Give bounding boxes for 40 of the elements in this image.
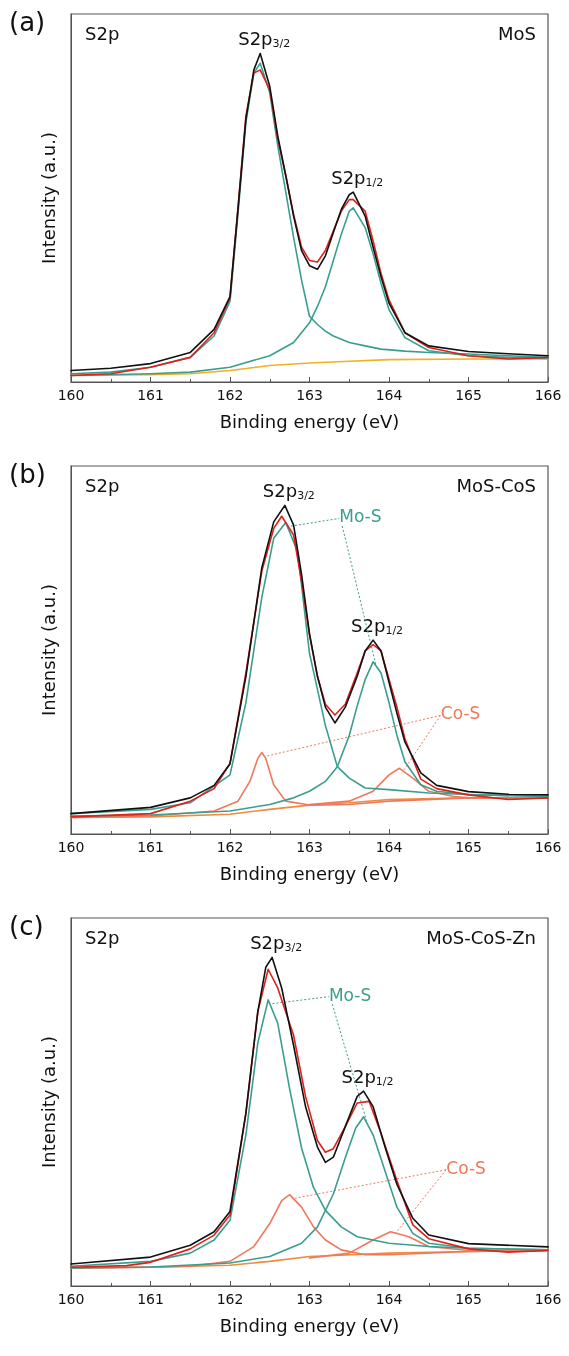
- x-axis-title: Binding energy (eV): [219, 410, 400, 432]
- text: S2p: [85, 474, 120, 496]
- text: S2p: [85, 22, 120, 44]
- text: MoS-CoS-Zn: [426, 926, 537, 948]
- x-tick-label: 166: [534, 387, 562, 403]
- y-axis-title: Intensity (a.u.): [37, 132, 59, 264]
- chart-title: (b): [9, 459, 46, 489]
- x-tick-label: 161: [137, 387, 164, 403]
- x-tick-label: 165: [455, 839, 482, 855]
- text: MoS: [498, 22, 536, 44]
- y-axis-title: Intensity (a.u.): [37, 1036, 59, 1168]
- chart-title: (c): [9, 911, 44, 941]
- annotation: Mo-S: [339, 506, 382, 527]
- x-tick-label: 161: [137, 1291, 164, 1307]
- text: MoS-CoS: [456, 474, 537, 496]
- chart-title: (a): [9, 7, 46, 37]
- x-tick-label: 166: [534, 839, 562, 855]
- annotation: Mo-S: [328, 984, 372, 1005]
- x-tick-label: 164: [375, 1291, 403, 1307]
- x-tick-label: 161: [137, 839, 164, 855]
- text: S2p: [85, 926, 120, 948]
- annotation: Co-S: [446, 1157, 486, 1178]
- x-tick-label: 160: [57, 1291, 85, 1307]
- x-tick-label: 162: [216, 839, 244, 855]
- x-tick-label: 162: [216, 387, 244, 403]
- x-tick-label: 160: [57, 839, 85, 855]
- annotation: Co-S: [440, 703, 481, 724]
- x-tick-label: 160: [57, 387, 85, 403]
- x-axis-title: Binding energy (eV): [219, 862, 400, 884]
- x-tick-label: 164: [375, 839, 403, 855]
- x-tick-label: 166: [534, 1291, 562, 1307]
- x-axis-title: Binding energy (eV): [219, 1314, 400, 1336]
- x-tick-label: 165: [455, 387, 482, 403]
- y-axis-title: Intensity (a.u.): [37, 584, 59, 716]
- x-tick-label: 164: [375, 387, 403, 403]
- x-tick-label: 162: [216, 1291, 244, 1307]
- x-tick-label: 165: [455, 1291, 482, 1307]
- x-tick-label: 163: [296, 839, 323, 855]
- x-tick-label: 163: [296, 1291, 323, 1307]
- x-tick-label: 163: [296, 387, 323, 403]
